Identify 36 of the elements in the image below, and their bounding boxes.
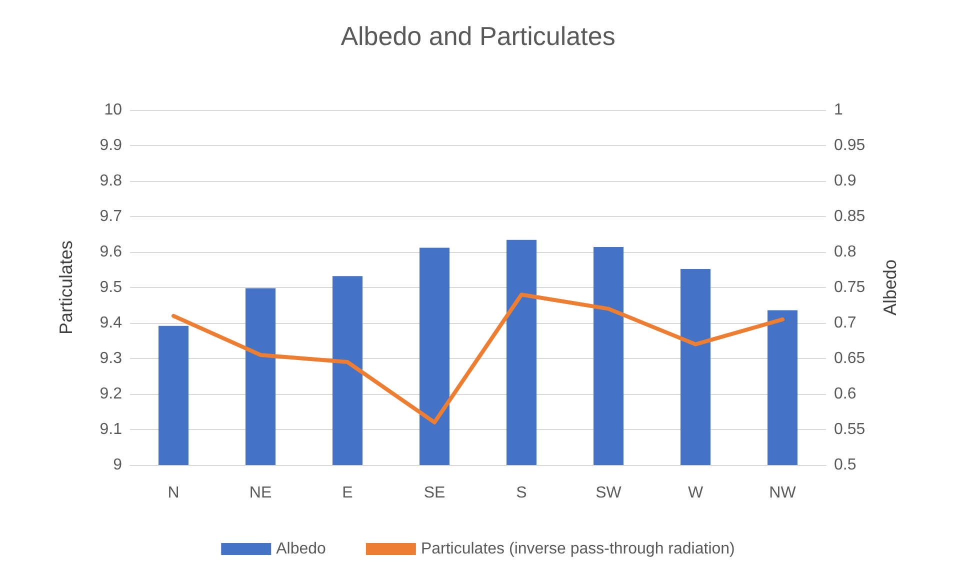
y-tick-label: 9.6	[100, 244, 122, 260]
y-tick-label: 9.7	[100, 208, 122, 225]
y-tick-label: 9.9	[100, 137, 122, 154]
y-tick-label: 9.4	[100, 314, 122, 332]
y2-tick-label: 0.65	[834, 350, 866, 367]
x-tick-label: NW	[769, 484, 797, 502]
y2-tick-label: 0.55	[834, 421, 866, 438]
y2-tick-label: 0.85	[834, 208, 866, 225]
y-tick-label: 10	[104, 102, 122, 118]
x-tick-label: S	[516, 484, 527, 502]
chart-title: Albedo and Particulates	[340, 21, 616, 51]
y2-tick-label: 0.8	[834, 244, 856, 260]
legend-label: Particulates (inverse pass-through radiation)	[420, 540, 735, 558]
x-tick-label: NE	[249, 484, 272, 502]
y2-tick-label: 0.95	[834, 137, 866, 154]
y-tick-label: 9.1	[100, 421, 122, 438]
y-tick-label: 9.8	[100, 172, 122, 190]
y2-axis-title: Albedo	[880, 259, 900, 316]
y-tick-label: 9.3	[100, 350, 122, 367]
y2-tick-label: 0.6	[834, 386, 856, 402]
y2-tick-label: 0.9	[834, 172, 856, 190]
legend-label: Albedo	[276, 540, 326, 558]
y2-tick-label: 0.5	[834, 456, 856, 474]
y-tick-label: 9.5	[100, 279, 122, 296]
x-tick-label: SE	[424, 484, 446, 502]
y2-tick-label: 1	[834, 102, 843, 118]
y2-tick-label: 0.7	[834, 314, 856, 332]
y-tick-label: 9.2	[100, 386, 122, 402]
y-tick-label: 9	[113, 456, 122, 474]
y-axis-title: Particulates	[56, 240, 76, 335]
x-tick-label: W	[688, 484, 704, 502]
x-tick-label: SW	[596, 484, 622, 502]
line-series	[172, 292, 784, 424]
x-tick-label: N	[168, 484, 180, 502]
x-tick-label: E	[342, 484, 353, 502]
y2-tick-label: 0.75	[834, 279, 866, 296]
